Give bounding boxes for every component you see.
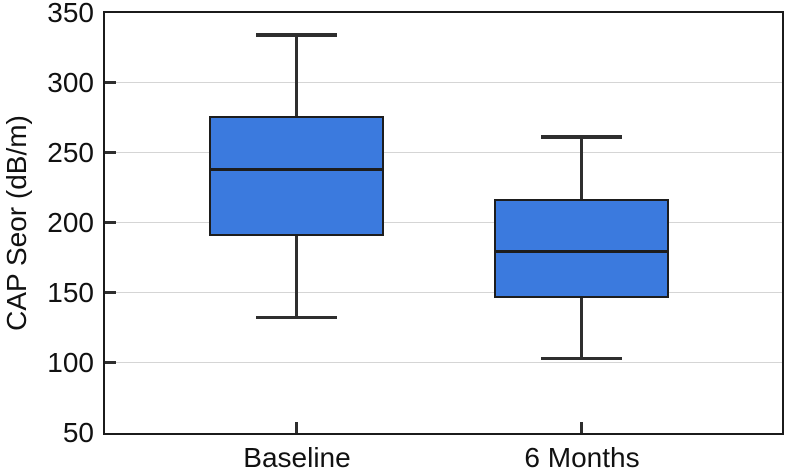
gridline bbox=[104, 221, 782, 224]
x-tick-mark bbox=[580, 421, 583, 433]
plot-area bbox=[102, 10, 784, 435]
y-tick-mark bbox=[104, 221, 116, 224]
y-tick-mark bbox=[104, 361, 116, 364]
y-tick-mark bbox=[104, 291, 116, 294]
y-tick-label: 150 bbox=[47, 277, 94, 308]
x-tick-mark bbox=[295, 421, 298, 433]
y-tick-label: 200 bbox=[47, 207, 94, 238]
y-tick-label: 250 bbox=[47, 137, 94, 168]
gridline bbox=[104, 81, 782, 84]
y-tick-mark bbox=[104, 81, 116, 84]
y-tick-label: 100 bbox=[47, 347, 94, 378]
x-category-label-6-months: 6 Months bbox=[524, 442, 640, 472]
whisker-cap-top bbox=[256, 33, 337, 37]
box-rect bbox=[209, 116, 384, 237]
y-tick-mark bbox=[104, 151, 116, 154]
gridline bbox=[104, 151, 782, 154]
whisker-cap-top bbox=[541, 135, 622, 139]
box-rect bbox=[494, 198, 669, 299]
x-category-label-baseline: Baseline bbox=[243, 442, 351, 472]
whisker-cap-bottom bbox=[256, 315, 337, 320]
y-tick-label: 350 bbox=[47, 0, 94, 28]
gridline bbox=[104, 361, 782, 364]
whisker-cap-bottom bbox=[541, 356, 622, 361]
median-line bbox=[209, 167, 384, 171]
gridline bbox=[104, 291, 782, 294]
y-tick-label: 50 bbox=[62, 417, 94, 448]
median-line bbox=[494, 250, 669, 254]
y-tick-label: 300 bbox=[47, 67, 94, 98]
